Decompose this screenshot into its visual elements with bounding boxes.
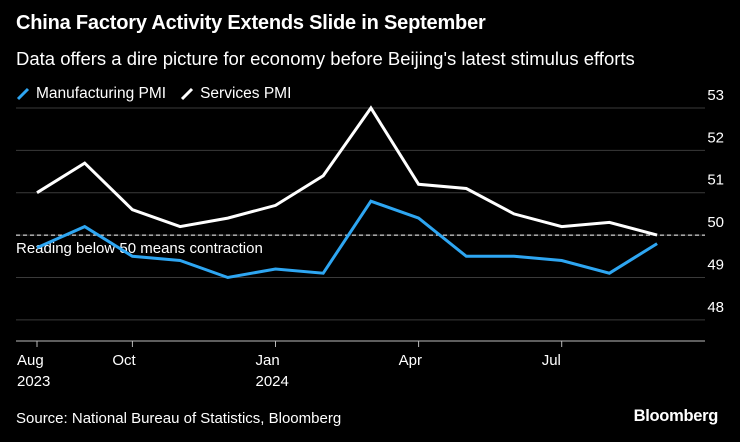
chart-title: China Factory Activity Extends Slide in … — [16, 12, 486, 34]
legend-swatch-services-icon — [181, 87, 194, 101]
y-tick-label-49: 49 — [707, 256, 724, 273]
bloomberg-logo: Bloomberg — [633, 407, 719, 425]
legend-item-services: Services PMI — [180, 85, 291, 103]
source-note: Source: National Bureau of Statistics, B… — [16, 410, 342, 427]
series-line-manufacturing — [36, 199, 658, 280]
x-tick-label-apr: Apr — [399, 352, 422, 369]
y-tick-label-50: 50 — [707, 214, 724, 231]
y-tick-label-53: 53 — [707, 87, 724, 104]
x-tick-sublabel-2023: 2023 — [17, 373, 50, 390]
legend-swatch-manufacturing-icon — [16, 87, 30, 101]
legend-label-services: Services PMI — [200, 85, 292, 102]
legend-label-manufacturing: Manufacturing PMI — [36, 85, 167, 102]
y-tick-label-48: 48 — [707, 299, 724, 316]
series-line-services — [36, 105, 658, 237]
x-tick-label-jan: Jan — [256, 352, 280, 369]
x-tick-label-oct: Oct — [112, 352, 136, 369]
x-tick-label-aug: Aug — [17, 352, 44, 369]
legend-item-manufacturing: Manufacturing PMI — [16, 85, 166, 103]
y-tick-label-52: 52 — [707, 129, 724, 146]
y-tick-label-51: 51 — [707, 172, 724, 189]
threshold-annotation: Reading below 50 means contraction — [16, 240, 263, 257]
x-tick-label-jul: Jul — [542, 352, 561, 369]
x-tick-sublabel-2024: 2024 — [256, 373, 289, 390]
legend: Manufacturing PMI Services PMI — [16, 85, 297, 103]
chart-subtitle: Data offers a dire picture for economy b… — [16, 48, 635, 69]
